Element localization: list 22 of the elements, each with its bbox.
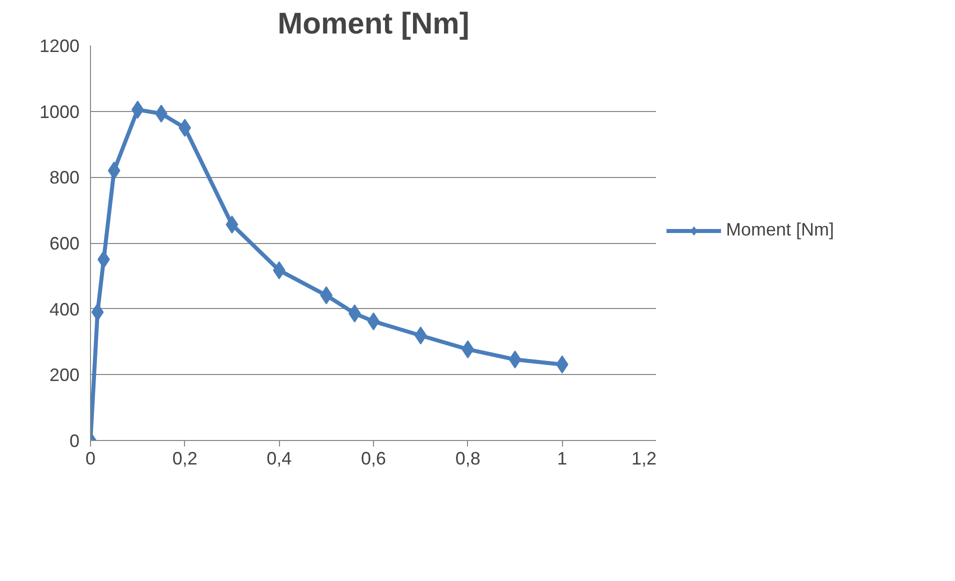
legend-label: Moment [Nm] [726, 220, 834, 240]
y-tick-label: 600 [49, 234, 80, 254]
x-tick-label: 1 [557, 448, 568, 468]
x-tick-label: 0,6 [360, 448, 386, 468]
y-tick-label: 0 [69, 431, 80, 451]
y-tick-label: 1200 [39, 36, 80, 56]
chart-title: Moment [Nm] [278, 8, 470, 40]
x-tick-label: 1,2 [631, 448, 657, 468]
x-tick-label: 0,4 [266, 448, 292, 468]
y-tick-label: 800 [49, 168, 80, 188]
point [91, 303, 104, 322]
point [367, 312, 380, 330]
point [508, 350, 522, 369]
point [348, 304, 361, 322]
point [108, 162, 120, 180]
point [226, 216, 238, 234]
x-tick-label: 0,2 [172, 448, 198, 468]
y-tick-label: 400 [49, 299, 80, 320]
y-tick-label: 200 [49, 365, 80, 386]
x-tick-label: 0 [85, 448, 96, 468]
x-tick-label: 0,8 [455, 448, 480, 468]
y-tick-label: 1000 [39, 102, 80, 122]
